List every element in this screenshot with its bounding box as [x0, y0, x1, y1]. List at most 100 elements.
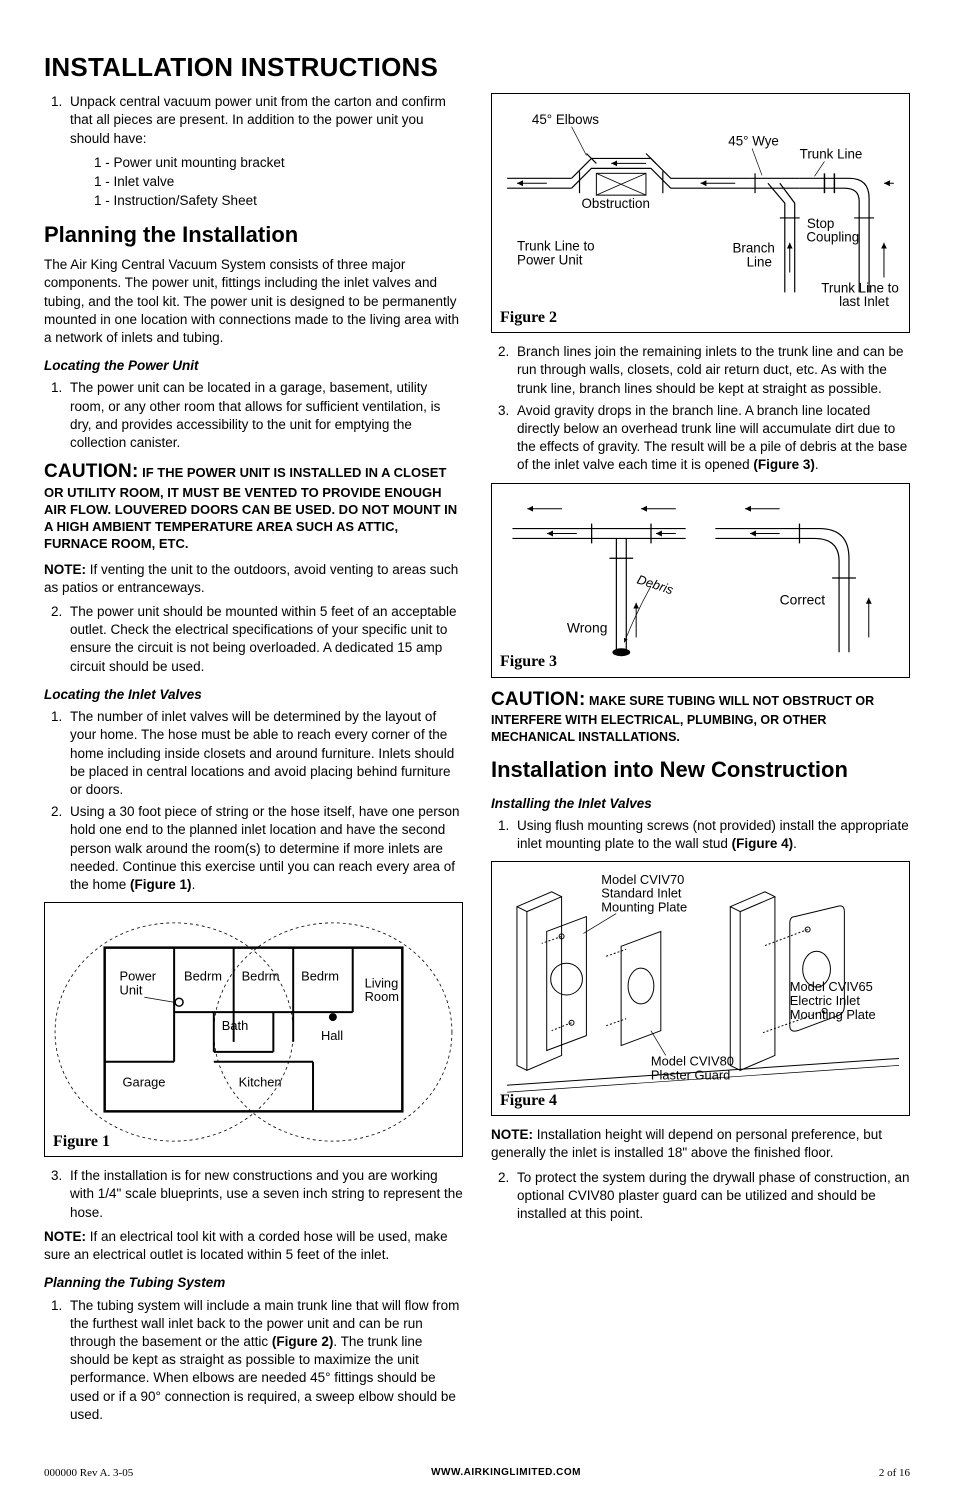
nc-1-ref: (Figure 4) [732, 836, 794, 851]
nc-item-2: To protect the system during the drywall… [513, 1169, 910, 1224]
svg-text:Bedrm: Bedrm [184, 969, 222, 984]
locating-inlet-valves-heading: Locating the Inlet Valves [44, 686, 463, 704]
planning-heading: Planning the Installation [44, 220, 463, 250]
tubing-list: The tubing system will include a main tr… [44, 1297, 463, 1425]
sublist-2: 1 - Inlet valve [94, 173, 463, 191]
svg-text:Stop: Stop [807, 216, 835, 231]
inlet-item-1: The number of inlet valves will be deter… [66, 708, 463, 799]
power-unit-item-2: The power unit should be mounted within … [66, 603, 463, 676]
svg-text:45° Elbows: 45° Elbows [532, 112, 599, 127]
nc-1a: Using flush mounting screws (not provide… [517, 818, 909, 851]
caution-2-label: CAUTION: [491, 689, 585, 710]
note-2-label: NOTE: [44, 1229, 86, 1244]
svg-text:Standard Inlet: Standard Inlet [601, 886, 682, 901]
planning-intro: The Air King Central Vacuum System consi… [44, 256, 463, 347]
sublist-3: 1 - Instruction/Safety Sheet [94, 192, 463, 210]
svg-text:Garage: Garage [123, 1075, 166, 1090]
svg-text:Mounting Plate: Mounting Plate [601, 900, 687, 915]
branch-3a: Avoid gravity drops in the branch line. … [517, 403, 907, 473]
svg-text:last Inlet: last Inlet [839, 294, 889, 309]
power-unit-list-2: The power unit should be mounted within … [44, 603, 463, 676]
caution-2: CAUTION: MAKE SURE TUBING WILL NOT OBSTR… [491, 688, 910, 745]
intro-list: Unpack central vacuum power unit from th… [44, 93, 463, 148]
figure-4-svg: Model CVIV70 Standard Inlet Mounting Pla… [492, 862, 909, 1115]
caution-1: CAUTION: IF THE POWER UNIT IS INSTALLED … [44, 460, 463, 552]
figure-4-caption: Figure 4 [500, 1090, 557, 1112]
svg-text:Branch: Branch [732, 241, 774, 256]
caution-1-label: CAUTION: [44, 461, 138, 482]
figure-2: 45° Elbows 45° Wye Trunk Line Stop Coupl… [491, 93, 910, 333]
branch-item-2: Branch lines join the remaining inlets t… [513, 343, 910, 398]
new-construction-heading: Installation into New Construction [491, 755, 910, 785]
tubing-item-1: The tubing system will include a main tr… [66, 1297, 463, 1425]
figure-2-svg: 45° Elbows 45° Wye Trunk Line Stop Coupl… [492, 94, 909, 332]
note-3-label: NOTE: [491, 1127, 533, 1142]
svg-text:Trunk Line to: Trunk Line to [517, 239, 595, 254]
page-title: INSTALLATION INSTRUCTIONS [44, 50, 910, 85]
tubing-1-ref: (Figure 2) [272, 1334, 334, 1349]
svg-text:Correct: Correct [780, 591, 826, 607]
svg-text:Power: Power [120, 969, 157, 984]
note-2-text: If an electrical tool kit with a corded … [44, 1229, 448, 1262]
power-unit-item-1: The power unit can be located in a garag… [66, 379, 463, 452]
figure-3: Debris Wrong Correct [491, 483, 910, 678]
svg-text:Wrong: Wrong [567, 619, 608, 635]
branch-3b: . [815, 457, 819, 472]
nc-item-1: Using flush mounting screws (not provide… [513, 817, 910, 853]
inlet-item-2: Using a 30 foot piece of string or the h… [66, 803, 463, 894]
right-column: 45° Elbows 45° Wye Trunk Line Stop Coupl… [491, 93, 910, 1430]
note-1: NOTE: If venting the unit to the outdoor… [44, 561, 463, 597]
tubing-heading: Planning the Tubing System [44, 1274, 463, 1292]
branch-3-ref: (Figure 3) [753, 457, 815, 472]
svg-text:Kitchen: Kitchen [239, 1075, 282, 1090]
note-1-text: If venting the unit to the outdoors, avo… [44, 562, 458, 595]
intro-sublist: 1 - Power unit mounting bracket 1 - Inle… [94, 154, 463, 211]
svg-text:Bath: Bath [222, 1018, 249, 1033]
svg-text:Line: Line [747, 255, 772, 270]
page-footer: 000000 Rev A. 3-05 WWW.AIRKINGLIMITED.CO… [44, 1460, 910, 1481]
svg-text:Coupling: Coupling [806, 230, 859, 245]
svg-text:Power Unit: Power Unit [517, 253, 583, 268]
inlet-valves-list-3: If the installation is for new construct… [44, 1167, 463, 1222]
svg-text:Bedrm: Bedrm [242, 969, 280, 984]
figure-2-caption: Figure 2 [500, 307, 557, 329]
figure-3-caption: Figure 3 [500, 651, 557, 673]
figure-1-caption: Figure 1 [53, 1131, 110, 1153]
figure-1: Power Unit Bedrm Bedrm Bedrm Living Room… [44, 902, 463, 1157]
footer-left: 000000 Rev A. 3-05 [44, 1466, 133, 1481]
svg-text:Model CVIV70: Model CVIV70 [601, 872, 684, 887]
inlet-valves-list: The number of inlet valves will be deter… [44, 708, 463, 894]
inlet-item-2a: Using a 30 foot piece of string or the h… [70, 804, 460, 892]
svg-text:Debris: Debris [635, 571, 676, 597]
inlet-item-3: If the installation is for new construct… [66, 1167, 463, 1222]
svg-text:Obstruction: Obstruction [582, 196, 650, 211]
svg-text:Electric Inlet: Electric Inlet [790, 993, 861, 1008]
branch-list: Branch lines join the remaining inlets t… [491, 343, 910, 475]
branch-item-3: Avoid gravity drops in the branch line. … [513, 402, 910, 475]
installing-inlet-valves-heading: Installing the Inlet Valves [491, 795, 910, 813]
svg-text:Mounting Plate: Mounting Plate [790, 1007, 876, 1022]
note-3: NOTE: Installation height will depend on… [491, 1126, 910, 1162]
intro-item-1: Unpack central vacuum power unit from th… [66, 93, 463, 148]
inlet-item-2-ref: (Figure 1) [130, 877, 192, 892]
svg-text:Model CVIV80: Model CVIV80 [651, 1054, 734, 1069]
svg-text:Room: Room [365, 989, 399, 1004]
power-unit-list: The power unit can be located in a garag… [44, 379, 463, 452]
svg-text:Bedrm: Bedrm [301, 969, 339, 984]
svg-text:Trunk Line to: Trunk Line to [821, 280, 899, 295]
left-column: Unpack central vacuum power unit from th… [44, 93, 463, 1430]
nc-1b: . [793, 836, 797, 851]
locating-power-unit-heading: Locating the Power Unit [44, 357, 463, 375]
svg-text:Living: Living [365, 976, 399, 991]
figure-4: Model CVIV70 Standard Inlet Mounting Pla… [491, 861, 910, 1116]
figure-3-svg: Debris Wrong Correct [492, 484, 909, 677]
svg-text:Trunk Line: Trunk Line [800, 147, 863, 162]
svg-text:Hall: Hall [321, 1028, 343, 1043]
svg-text:45° Wye: 45° Wye [728, 134, 779, 149]
inlet-item-2b: . [192, 877, 196, 892]
svg-text:Plaster Guard: Plaster Guard [651, 1067, 730, 1082]
note-3-text: Installation height will depend on perso… [491, 1127, 882, 1160]
footer-center: WWW.AIRKINGLIMITED.COM [431, 1466, 581, 1481]
new-construction-list-2: To protect the system during the drywall… [491, 1169, 910, 1224]
figure-1-svg: Power Unit Bedrm Bedrm Bedrm Living Room… [45, 903, 462, 1156]
